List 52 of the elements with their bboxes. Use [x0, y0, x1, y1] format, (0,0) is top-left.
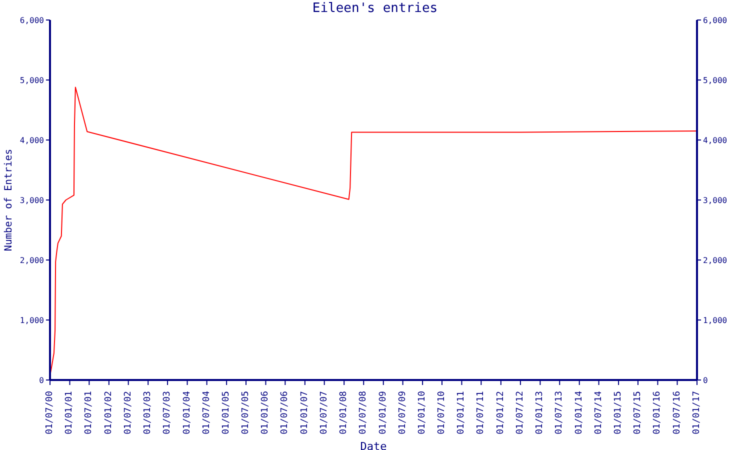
x-tick-label: 01/07/04	[202, 391, 212, 434]
y2-tick-label: 6,000	[703, 16, 728, 25]
x-tick-label: 01/07/03	[162, 391, 173, 434]
x-tick-label: 01/01/13	[535, 391, 546, 434]
y2-tick-label: 3,000	[703, 196, 728, 205]
x-tick-label: 01/07/02	[123, 391, 134, 434]
x-tick-label: 01/01/06	[260, 391, 271, 434]
y-tick-label: 2,000	[20, 256, 44, 265]
x-tick-label: 01/01/01	[64, 391, 75, 434]
x-tick-label: 01/01/05	[222, 391, 232, 434]
x-tick-label: 01/07/08	[358, 391, 369, 434]
x-tick-label: 01/01/16	[652, 391, 663, 434]
x-tick-label: 01/07/09	[398, 391, 408, 434]
x-tick-label: 01/01/12	[496, 391, 506, 434]
y2-tick-label: 4,000	[703, 136, 728, 145]
y-axis-title: Number of Entries	[4, 148, 15, 252]
y-tick-label: 1,000	[20, 316, 44, 325]
x-tick-label: 01/07/07	[319, 391, 330, 434]
y-tick-label: 6,000	[20, 16, 44, 25]
y2-tick-label: 0	[703, 376, 708, 385]
x-tick-label: 01/01/14	[574, 391, 584, 434]
x-tick-label: 01/07/15	[632, 391, 643, 434]
y-tick-label: 0	[39, 376, 44, 385]
x-axis-title: Date	[360, 440, 387, 450]
x-tick-label: 01/01/08	[339, 391, 350, 434]
y2-tick-label: 2,000	[703, 256, 728, 265]
y2-tick-label: 5,000	[703, 76, 728, 85]
y-tick-label: 3,000	[20, 196, 44, 205]
x-tick-label: 01/01/03	[143, 391, 154, 434]
x-tick-label: 01/07/01	[84, 391, 94, 434]
x-tick-label: 01/01/09	[378, 391, 388, 434]
x-tick-label: 01/01/15	[614, 391, 624, 434]
x-tick-label: 01/07/12	[515, 391, 526, 434]
x-tick-label: 01/07/16	[672, 391, 682, 434]
x-tick-label: 01/01/17	[692, 391, 702, 434]
x-tick-label: 01/01/11	[456, 391, 467, 434]
x-tick-label: 01/07/14	[594, 391, 604, 434]
x-tick-label: 01/07/13	[554, 391, 565, 434]
x-tick-label: 01/07/06	[280, 391, 290, 434]
x-tick-label: 01/01/10	[418, 391, 428, 434]
x-tick-label: 01/07/00	[45, 391, 55, 434]
chart-title: Eileen's entries	[311, 1, 439, 16]
y2-tick-label: 1,000	[703, 316, 728, 325]
x-tick-label: 01/07/11	[476, 391, 486, 434]
x-tick-label: 01/01/02	[104, 391, 114, 434]
x-tick-label: 01/01/07	[300, 391, 310, 434]
line-series	[50, 86, 697, 374]
x-tick-label: 01/07/05	[240, 391, 251, 434]
y-tick-label: 5,000	[20, 76, 44, 85]
y-tick-label: 4,000	[20, 136, 44, 145]
x-tick-label: 01/01/04	[182, 391, 192, 434]
x-tick-label: 01/07/10	[436, 391, 447, 434]
